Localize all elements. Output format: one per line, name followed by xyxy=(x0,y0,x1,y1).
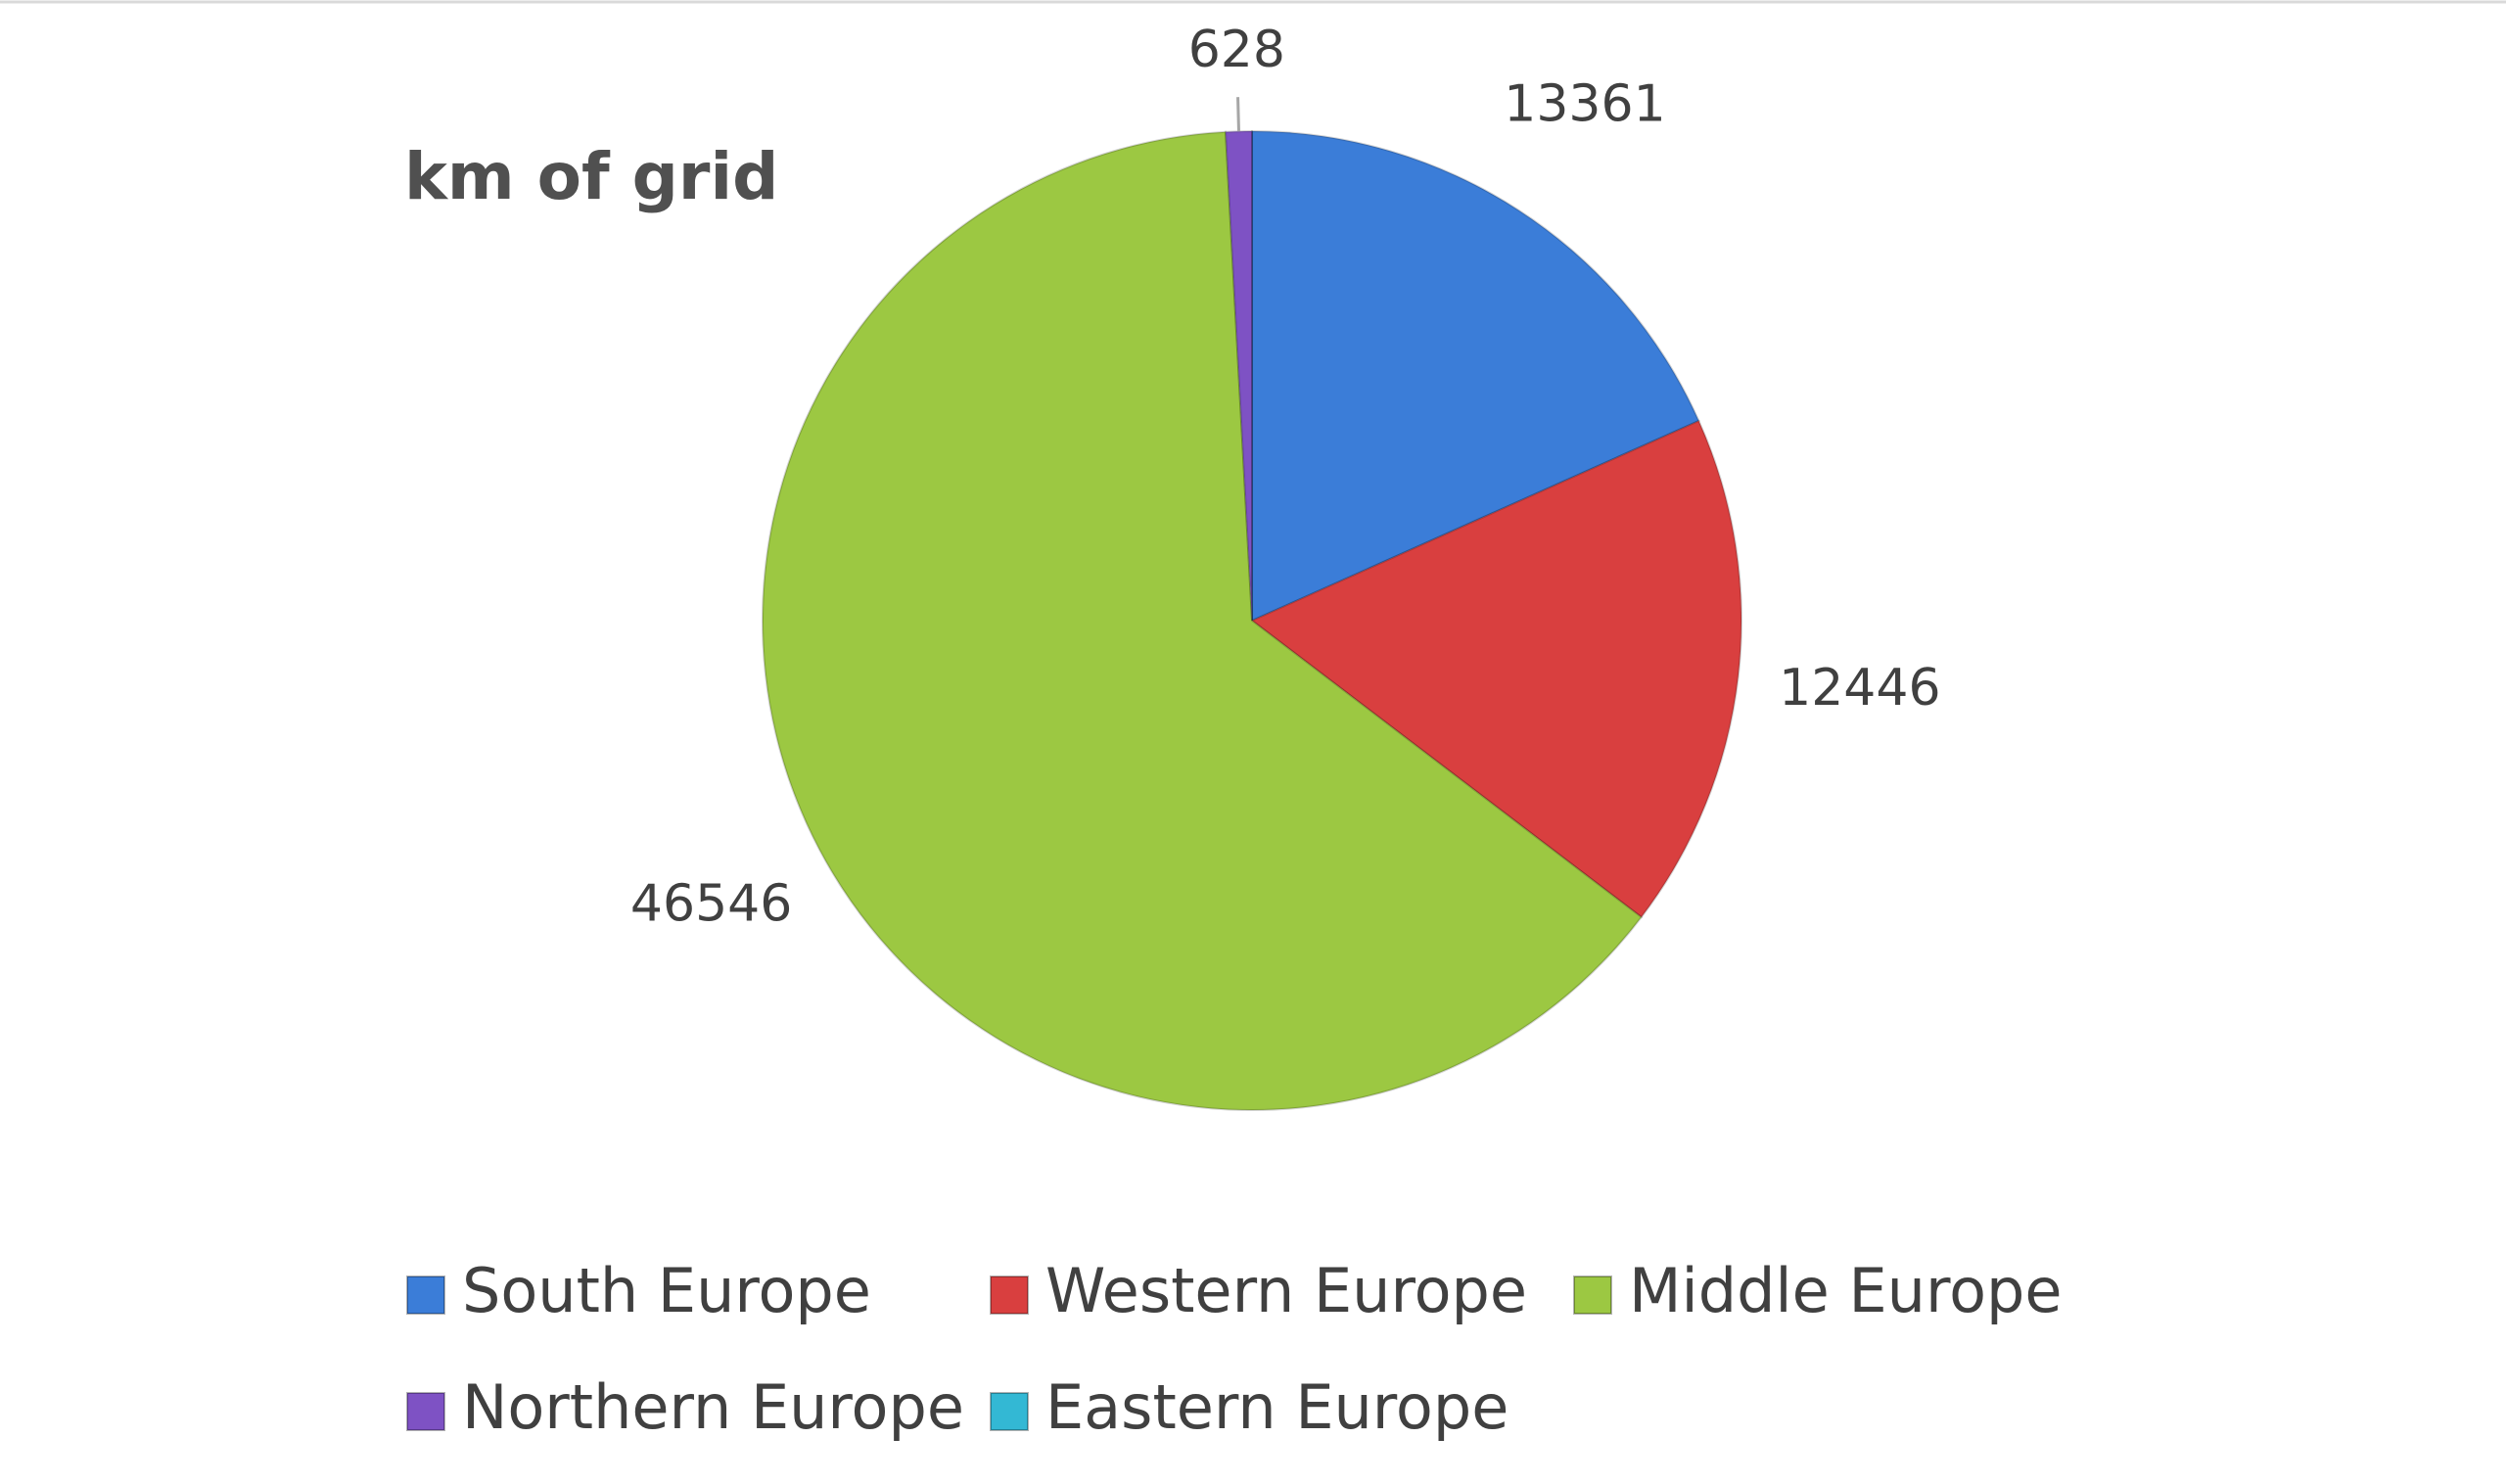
data-label: 13361 xyxy=(1504,75,1665,134)
legend-label: Western Europe xyxy=(1045,1255,1527,1326)
legend-swatch xyxy=(406,1392,445,1431)
pie-slice xyxy=(762,130,1644,1111)
legend-label: South Europe xyxy=(462,1255,871,1326)
legend-swatch xyxy=(990,1275,1029,1315)
chart-title: km of grid xyxy=(404,139,778,214)
pie-slice xyxy=(1224,129,1253,622)
legend-label: Eastern Europe xyxy=(1045,1371,1508,1443)
data-label: 46546 xyxy=(630,874,792,933)
legend-swatch xyxy=(990,1392,1029,1431)
pie-slice xyxy=(1250,419,1742,919)
data-label: 12446 xyxy=(1779,659,1940,718)
legend-label: Northern Europe xyxy=(462,1371,964,1443)
legend-label: Middle Europe xyxy=(1629,1255,2063,1326)
legend-swatch xyxy=(1573,1275,1612,1315)
legend-swatch xyxy=(406,1275,445,1315)
pie-slice xyxy=(1251,129,1700,623)
data-label: 628 xyxy=(1188,21,1285,79)
leader-line xyxy=(1236,97,1240,132)
